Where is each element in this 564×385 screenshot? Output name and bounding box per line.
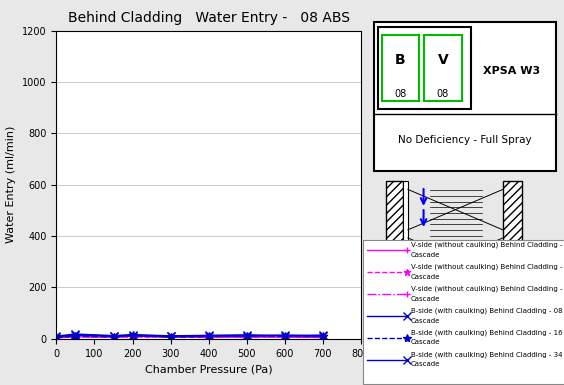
V-side (without caulking) Behind Cladding - 34
Cascade xyxy=(110,334,117,339)
Line: V-side (without caulking) Behind Cladding - 08
Cascade: V-side (without caulking) Behind Claddin… xyxy=(53,333,327,341)
B-side (with caulking) Behind Cladding - 34
Cascade xyxy=(319,333,326,338)
B-side (with caulking) Behind Cladding - 08
Cascade xyxy=(167,334,174,339)
V-side (without caulking) Behind Cladding - 08
Cascade xyxy=(110,335,117,340)
B-side (with caulking) Behind Cladding - 34
Cascade xyxy=(243,333,250,337)
Line: B-side (with caulking) Behind Cladding - 34
Cascade: B-side (with caulking) Behind Cladding -… xyxy=(52,330,327,340)
Bar xyxy=(408,261,450,290)
Text: Cascade: Cascade xyxy=(411,296,440,301)
V-side (without caulking) Behind Cladding - 08
Cascade xyxy=(129,334,136,338)
B-side (with caulking) Behind Cladding - 08
Cascade xyxy=(281,333,288,338)
FancyBboxPatch shape xyxy=(378,27,471,109)
V-side (without caulking) Behind Cladding - 34
Cascade xyxy=(53,335,60,340)
Text: B-side (with caulking) Behind Cladding - 16: B-side (with caulking) Behind Cladding -… xyxy=(411,330,563,336)
FancyBboxPatch shape xyxy=(424,35,461,101)
Text: B-side (with caulking) Behind Cladding - 34: B-side (with caulking) Behind Cladding -… xyxy=(411,352,562,358)
B-side (with caulking) Behind Cladding - 16
Cascade xyxy=(129,333,136,338)
V-side (without caulking) Behind Cladding - 34
Cascade xyxy=(129,335,136,340)
Text: V: V xyxy=(438,53,448,67)
Text: V-side (without caulking) Behind Cladding - 16: V-side (without caulking) Behind Claddin… xyxy=(411,264,564,270)
Bar xyxy=(386,181,403,311)
B-side (with caulking) Behind Cladding - 34
Cascade xyxy=(205,333,212,338)
Text: V-side (without caulking) Behind Cladding - 08: V-side (without caulking) Behind Claddin… xyxy=(411,242,564,248)
V-side (without caulking) Behind Cladding - 08
Cascade xyxy=(72,335,79,339)
B-side (with caulking) Behind Cladding - 16
Cascade xyxy=(110,335,117,339)
Bar xyxy=(382,319,390,327)
Line: B-side (with caulking) Behind Cladding - 16
Cascade: B-side (with caulking) Behind Cladding -… xyxy=(52,331,327,341)
V-side (without caulking) Behind Cladding - 16
Cascade xyxy=(319,335,326,339)
B-side (with caulking) Behind Cladding - 34
Cascade xyxy=(72,332,79,336)
Text: 08: 08 xyxy=(437,89,449,99)
V-side (without caulking) Behind Cladding - 08
Cascade xyxy=(53,335,60,340)
B-side (with caulking) Behind Cladding - 34
Cascade xyxy=(129,332,136,337)
V-side (without caulking) Behind Cladding - 34
Cascade xyxy=(319,335,326,340)
B-side (with caulking) Behind Cladding - 16
Cascade xyxy=(53,335,60,340)
V-side (without caulking) Behind Cladding - 08
Cascade xyxy=(205,335,212,340)
B-side (with caulking) Behind Cladding - 08
Cascade xyxy=(110,334,117,338)
Line: V-side (without caulking) Behind Cladding - 34
Cascade: V-side (without caulking) Behind Claddin… xyxy=(53,333,327,341)
B-side (with caulking) Behind Cladding - 08
Cascade xyxy=(243,334,250,338)
V-side (without caulking) Behind Cladding - 08
Cascade xyxy=(319,335,326,340)
V-side (without caulking) Behind Cladding - 34
Cascade xyxy=(72,335,79,340)
V-side (without caulking) Behind Cladding - 16
Cascade xyxy=(205,334,212,338)
V-side (without caulking) Behind Cladding - 08
Cascade xyxy=(243,335,250,339)
Text: V-side (without caulking) Behind Cladding - 34: V-side (without caulking) Behind Claddin… xyxy=(411,286,564,292)
FancyBboxPatch shape xyxy=(374,22,557,171)
V-side (without caulking) Behind Cladding - 34
Cascade xyxy=(205,335,212,339)
B-side (with caulking) Behind Cladding - 16
Cascade xyxy=(319,334,326,339)
Text: Cascade: Cascade xyxy=(411,362,440,367)
Text: B: B xyxy=(395,53,406,67)
B-side (with caulking) Behind Cladding - 34
Cascade xyxy=(167,334,174,338)
Text: No Deficiency - Full Spray: No Deficiency - Full Spray xyxy=(399,135,532,145)
V-side (without caulking) Behind Cladding - 34
Cascade xyxy=(281,335,288,339)
V-side (without caulking) Behind Cladding - 16
Cascade xyxy=(243,335,250,340)
B-side (with caulking) Behind Cladding - 34
Cascade xyxy=(53,334,60,338)
B-side (with caulking) Behind Cladding - 08
Cascade xyxy=(53,335,60,339)
B-side (with caulking) Behind Cladding - 08
Cascade xyxy=(129,333,136,338)
Text: Cascade: Cascade xyxy=(411,318,440,323)
V-side (without caulking) Behind Cladding - 08
Cascade xyxy=(167,335,174,339)
Text: 08: 08 xyxy=(394,89,406,99)
Bar xyxy=(403,248,415,257)
B-side (with caulking) Behind Cladding - 08
Cascade xyxy=(72,333,79,337)
Bar xyxy=(403,181,408,311)
Title: Behind Cladding   Water Entry -   08 ABS: Behind Cladding Water Entry - 08 ABS xyxy=(68,12,350,25)
Text: Cascade: Cascade xyxy=(411,252,440,258)
B-side (with caulking) Behind Cladding - 16
Cascade xyxy=(281,334,288,338)
Text: Cascade: Cascade xyxy=(411,340,440,345)
Text: B-side (with caulking) Behind Cladding - 08: B-side (with caulking) Behind Cladding -… xyxy=(411,308,563,314)
Text: Cascade: Cascade xyxy=(411,274,440,280)
Line: B-side (with caulking) Behind Cladding - 08
Cascade: B-side (with caulking) Behind Cladding -… xyxy=(52,331,327,341)
B-side (with caulking) Behind Cladding - 16
Cascade xyxy=(205,334,212,339)
Bar xyxy=(451,319,461,335)
V-side (without caulking) Behind Cladding - 16
Cascade xyxy=(110,335,117,340)
B-side (with caulking) Behind Cladding - 34
Cascade xyxy=(110,333,117,338)
Line: V-side (without caulking) Behind Cladding - 16
Cascade: V-side (without caulking) Behind Claddin… xyxy=(53,332,327,341)
FancyBboxPatch shape xyxy=(381,35,418,101)
V-side (without caulking) Behind Cladding - 16
Cascade xyxy=(129,335,136,339)
B-side (with caulking) Behind Cladding - 08
Cascade xyxy=(319,334,326,338)
Bar xyxy=(382,311,538,319)
B-side (with caulking) Behind Cladding - 16
Cascade xyxy=(72,334,79,338)
V-side (without caulking) Behind Cladding - 16
Cascade xyxy=(281,334,288,339)
X-axis label: Chamber Pressure (Pa): Chamber Pressure (Pa) xyxy=(145,364,272,374)
Y-axis label: Water Entry (ml/min): Water Entry (ml/min) xyxy=(7,126,16,243)
V-side (without caulking) Behind Cladding - 08
Cascade xyxy=(281,335,288,340)
B-side (with caulking) Behind Cladding - 16
Cascade xyxy=(167,335,174,339)
V-side (without caulking) Behind Cladding - 34
Cascade xyxy=(243,335,250,340)
Bar xyxy=(530,319,539,327)
V-side (without caulking) Behind Cladding - 16
Cascade xyxy=(72,333,79,338)
V-side (without caulking) Behind Cladding - 16
Cascade xyxy=(167,335,174,340)
B-side (with caulking) Behind Cladding - 34
Cascade xyxy=(281,333,288,338)
B-side (with caulking) Behind Cladding - 08
Cascade xyxy=(205,334,212,338)
Bar xyxy=(503,181,522,311)
B-side (with caulking) Behind Cladding - 16
Cascade xyxy=(243,333,250,338)
Text: XPSA W3: XPSA W3 xyxy=(483,65,540,75)
V-side (without caulking) Behind Cladding - 16
Cascade xyxy=(53,336,60,340)
V-side (without caulking) Behind Cladding - 34
Cascade xyxy=(167,334,174,338)
